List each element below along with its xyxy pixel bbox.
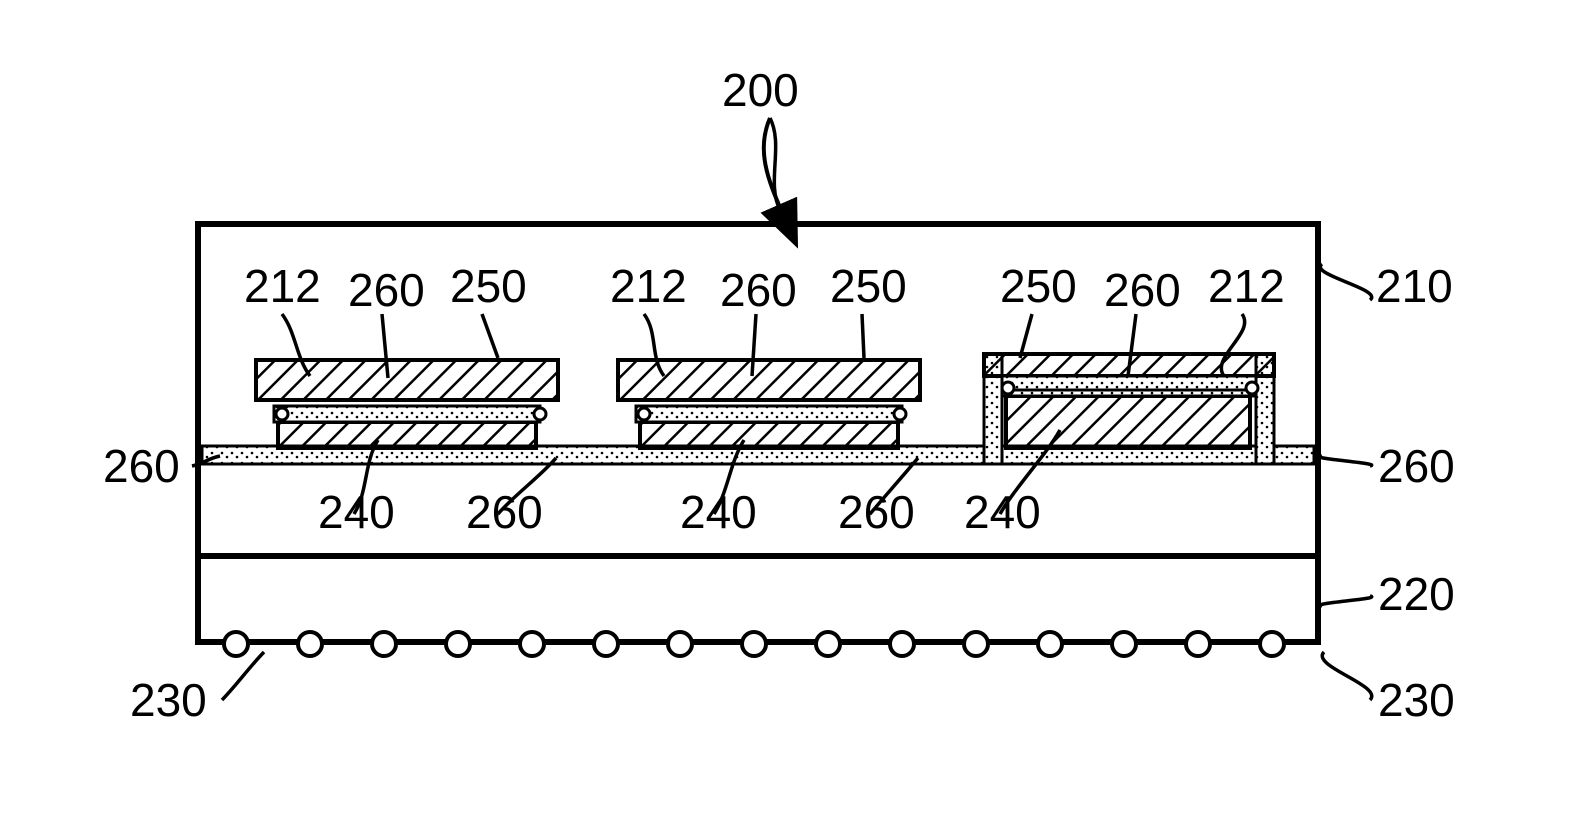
ref-label: 250 — [830, 260, 907, 312]
ref-label: 212 — [244, 260, 321, 312]
marker-212 — [894, 408, 906, 420]
solder-bump-230 — [964, 632, 988, 656]
ref-label: 220 — [1378, 568, 1455, 620]
layer-260 — [274, 406, 540, 422]
marker-212 — [638, 408, 650, 420]
ref-label: 212 — [1208, 260, 1285, 312]
ref-label: 260 — [1104, 264, 1181, 316]
solder-bump-230 — [594, 632, 618, 656]
marker-212 — [534, 408, 546, 420]
ref-label: 200 — [722, 64, 799, 116]
leader-line — [1320, 264, 1371, 300]
solder-bump-230 — [1112, 632, 1136, 656]
cap-250 — [618, 360, 920, 400]
die-240 — [640, 422, 898, 448]
ref-label: 250 — [450, 260, 527, 312]
ref-label: 240 — [318, 486, 395, 538]
layer-260-top — [1002, 376, 1256, 390]
ref-label: 212 — [610, 260, 687, 312]
marker-212 — [1002, 382, 1014, 394]
layer-260 — [636, 406, 902, 422]
ref-label: 260 — [1378, 440, 1455, 492]
solder-bump-230 — [298, 632, 322, 656]
solder-bump-230 — [446, 632, 470, 656]
solder-bump-230 — [742, 632, 766, 656]
solder-bump-230 — [668, 632, 692, 656]
solder-bump-230 — [1260, 632, 1284, 656]
cap-250 — [256, 360, 558, 400]
ref-label: 260 — [103, 440, 180, 492]
ref-label: 240 — [680, 486, 757, 538]
ref-label: 260 — [466, 486, 543, 538]
leader-line — [862, 314, 864, 358]
leader-line — [1320, 596, 1371, 606]
patent-figure: 200 212 260 250 212 260 250 250 260 212 210 260 240 2… — [0, 0, 1587, 835]
solder-bump-230 — [224, 632, 248, 656]
leader-line — [222, 652, 264, 700]
ref-label: 250 — [1000, 260, 1077, 312]
ref-label: 240 — [964, 486, 1041, 538]
ref-label: 260 — [348, 264, 425, 316]
ref-label: 260 — [838, 486, 915, 538]
solder-bump-230 — [1038, 632, 1062, 656]
leader-line — [1322, 652, 1372, 700]
leader-line — [1320, 456, 1371, 466]
marker-212 — [276, 408, 288, 420]
solder-bump-230 — [372, 632, 396, 656]
ref-label: 210 — [1376, 260, 1453, 312]
die-240 — [278, 422, 536, 448]
ref-label: 260 — [720, 264, 797, 316]
solder-bump-230 — [890, 632, 914, 656]
ref-label: 230 — [130, 674, 207, 726]
solder-bump-230 — [1186, 632, 1210, 656]
solder-bump-230 — [520, 632, 544, 656]
solder-bump-230 — [816, 632, 840, 656]
marker-212 — [1246, 382, 1258, 394]
die-240 — [1006, 396, 1250, 448]
ref-label: 230 — [1378, 674, 1455, 726]
